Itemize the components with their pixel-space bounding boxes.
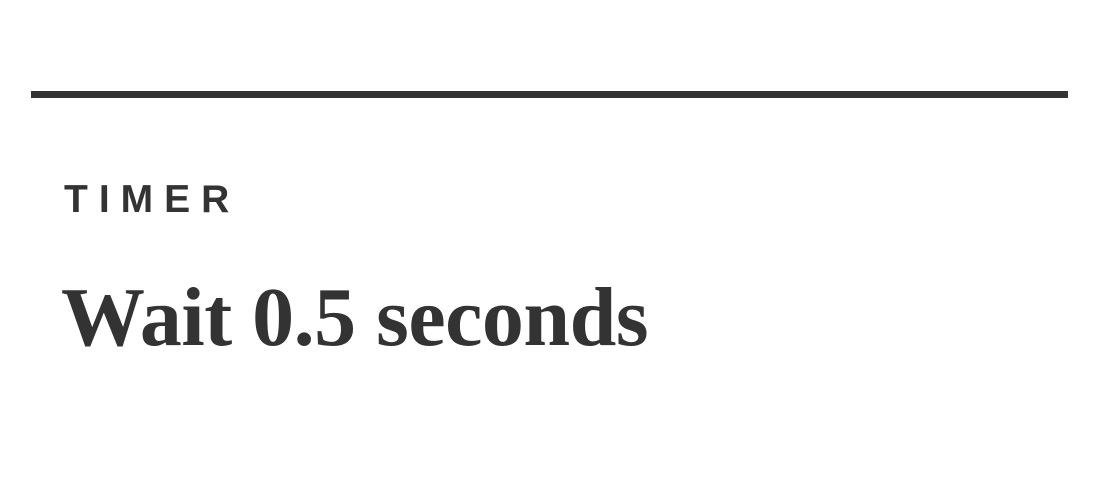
divider-rule xyxy=(31,91,1068,98)
step-type-label: TIMER xyxy=(64,178,241,221)
step-description: Wait 0.5 seconds xyxy=(61,271,649,364)
